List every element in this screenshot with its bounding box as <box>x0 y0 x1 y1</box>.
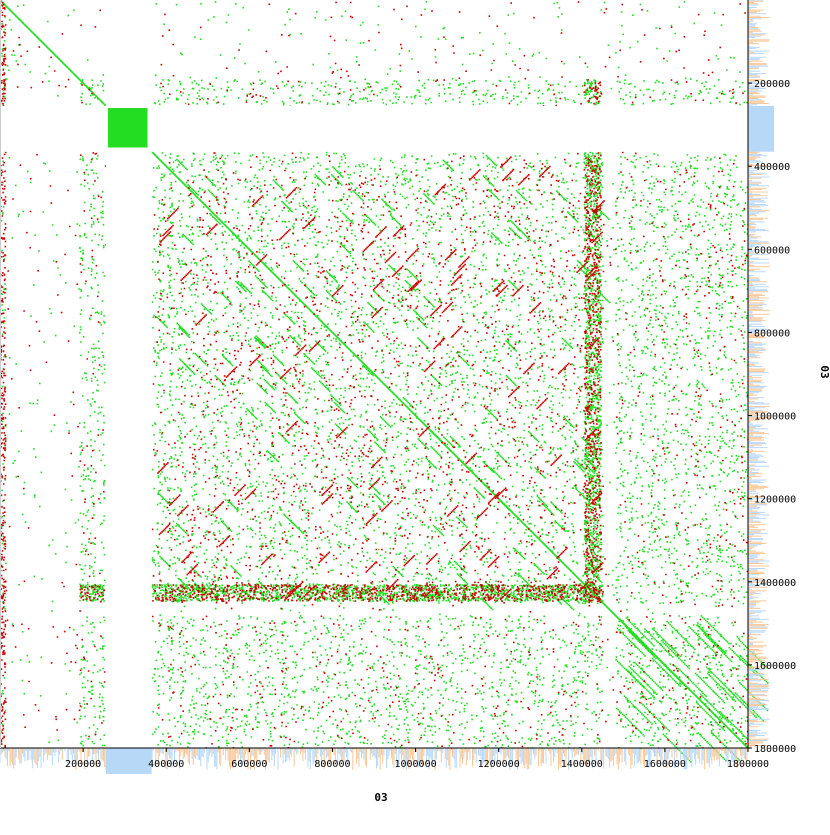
y-coverage-track <box>748 0 774 748</box>
x-tick-label-7: 1600000 <box>644 759 686 770</box>
axes: 200000 400000 600000 800000 1000000 1200000 14… <box>0 0 796 770</box>
y-tick-label-1: 400000 <box>754 162 790 173</box>
dot-plot-marks <box>0 0 769 763</box>
x-tick-label-6: 1400000 <box>561 759 603 770</box>
y-axis-title: 03 <box>818 365 830 378</box>
x-tick-label-0: 200000 <box>65 759 101 770</box>
y-tick-label-0: 200000 <box>754 79 790 90</box>
y-tick-label-7: 1600000 <box>754 661 796 672</box>
x-axis-title: 03 <box>374 791 387 804</box>
y-tick-label-2: 600000 <box>754 245 790 256</box>
y-tick-label-6: 1400000 <box>754 578 796 589</box>
y-tick-label-8: 1800000 <box>754 744 796 755</box>
dense-self-match-block <box>108 108 148 148</box>
y-tick-label-4: 1000000 <box>754 412 796 423</box>
x-tick-label-2: 600000 <box>231 759 267 770</box>
x-tick-label-1: 400000 <box>148 759 184 770</box>
y-coverage-gap-block <box>748 105 774 152</box>
forward-matches <box>0 0 769 763</box>
y-coverage-orange <box>748 0 770 748</box>
x-tick-label-4: 1000000 <box>394 759 436 770</box>
x-tick-label-8: 1800000 <box>727 759 769 770</box>
x-tick-label-3: 800000 <box>314 759 350 770</box>
x-coverage-track <box>0 748 748 774</box>
x-coverage-gap-block <box>105 748 152 774</box>
y-tick-label-3: 800000 <box>754 328 790 339</box>
y-tick-label-5: 1200000 <box>754 495 796 506</box>
x-tick-label-5: 1200000 <box>478 759 520 770</box>
